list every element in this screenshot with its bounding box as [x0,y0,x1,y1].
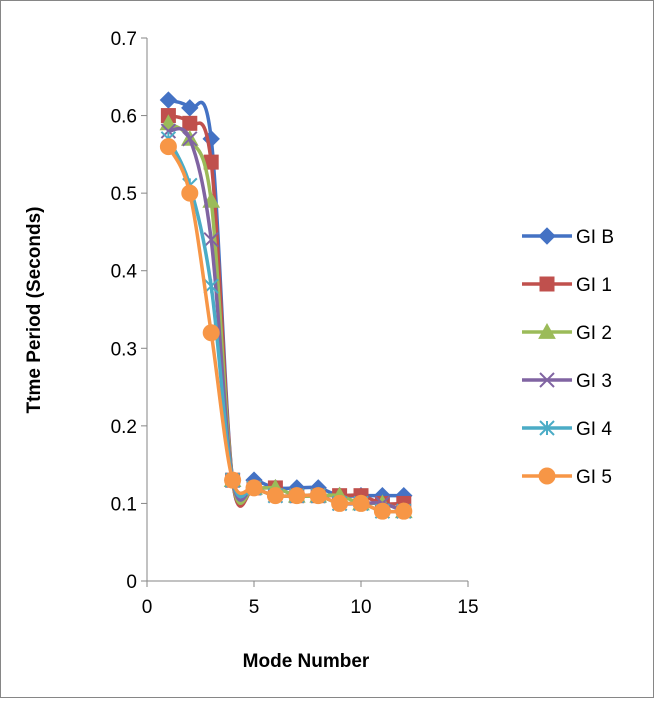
legend-marker [538,322,556,339]
legend-label: GI 2 [576,323,612,344]
y-tick-label: 0.7 [111,29,137,50]
data-point [245,479,263,497]
legend-item: GI 5 [522,467,612,488]
y-axis-title: Ttme Period (Seconds) [24,207,45,414]
y-tick-label: 0.4 [111,262,138,283]
data-point [373,502,391,520]
legend-marker [539,420,555,436]
data-point [182,115,198,131]
data-point [181,99,199,117]
legend-item: GI 1 [522,275,612,296]
data-point [160,123,177,139]
data-point [266,487,284,505]
data-point [181,184,199,202]
y-tick-label: 0.3 [111,339,137,360]
legend-marker [539,276,555,292]
series-layer [159,91,413,520]
x-tick-label: 0 [142,597,153,618]
legend: GI B GI 1 GI 2 GI 3 GI 4 GI 5 [522,227,614,488]
x-tick-label: 15 [457,597,478,618]
legend-label: GI B [576,227,614,248]
legend-item: GI B [522,227,614,248]
legend-item: GI 2 [522,322,612,344]
legend-marker [539,372,555,388]
series-gi-5 [159,138,413,520]
data-point [331,494,349,512]
data-point [159,138,177,156]
legend-label: GI 3 [576,371,612,392]
y-tick-label: 0.6 [111,107,137,128]
legend-marker [538,227,556,245]
data-point [309,487,327,505]
y-tick-label: 0.1 [111,494,137,515]
legend-label: GI 5 [576,467,612,488]
y-tick-label: 0 [126,572,137,593]
data-point [202,324,220,342]
legend-item: GI 3 [522,371,612,392]
data-point [182,131,198,147]
data-point [203,231,219,248]
legend-marker [538,467,556,485]
x-axis-title: Mode Number [243,651,370,672]
data-point [159,91,178,109]
legend-label: GI 1 [576,275,612,296]
legend-label: GI 4 [576,419,612,440]
axes: 0 0.1 0.2 0.3 0.4 0.5 0.6 0.7 0 5 10 15 [111,29,479,618]
x-tick-label: 10 [350,597,371,618]
data-point [224,471,242,489]
data-point [395,502,413,520]
x-tick-label: 5 [249,597,260,618]
y-tick-label: 0.5 [111,184,137,205]
legend-item: GI 4 [522,419,612,440]
data-point [352,494,370,512]
data-point [288,487,306,505]
y-tick-label: 0.2 [111,417,137,438]
